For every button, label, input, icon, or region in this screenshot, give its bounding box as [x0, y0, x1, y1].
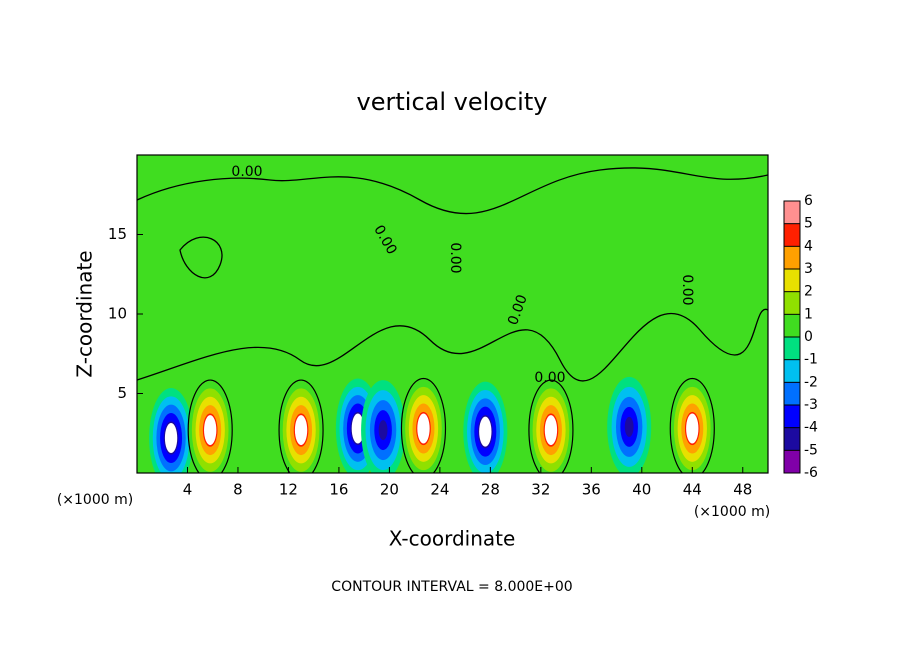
colorbar-swatch	[784, 337, 800, 360]
x-tick-label: 4	[183, 481, 193, 499]
cell-layer	[624, 416, 634, 437]
x-tick-label: 32	[531, 481, 550, 499]
colorbar-label: -2	[804, 374, 818, 390]
colorbar-swatch	[784, 382, 800, 405]
colorbar-label: -4	[804, 420, 818, 436]
plot-area	[137, 155, 768, 473]
colorbar-label: 6	[804, 193, 813, 209]
cell-core	[164, 423, 178, 454]
cell-core	[417, 413, 430, 444]
colorbar-swatch	[784, 201, 800, 224]
cell-core	[351, 413, 365, 444]
contour-label: 0.00	[679, 274, 695, 305]
colorbar-label: -3	[804, 397, 818, 413]
colorbar-label: 0	[804, 329, 813, 345]
cell-core	[479, 416, 492, 447]
colorbar-swatch	[784, 405, 800, 428]
colorbar-label: 3	[804, 261, 813, 277]
colorbar-label: -6	[804, 465, 818, 481]
colorbar-swatch	[784, 427, 800, 451]
cell	[278, 379, 324, 473]
x-tick-label: 44	[683, 481, 702, 499]
colorbar-label: -5	[804, 442, 818, 458]
y-tick-label: 5	[117, 384, 127, 402]
cell	[149, 388, 194, 473]
colorbar-label: -1	[804, 352, 818, 368]
x-tick-label: 24	[430, 481, 449, 499]
y-tick-label: 10	[108, 305, 127, 323]
cell-layer	[378, 420, 388, 441]
cell-core	[204, 415, 217, 446]
colorbar-swatch	[784, 291, 800, 315]
y-tick-label: 15	[108, 225, 127, 243]
cell-core	[686, 413, 699, 444]
chart-title: vertical velocity	[357, 88, 548, 116]
x-tick-label: 28	[481, 481, 500, 499]
background-field	[137, 155, 768, 473]
contour-label: 0.00	[534, 370, 565, 386]
cell-core	[294, 415, 308, 446]
colorbar-swatch	[784, 223, 800, 247]
cell	[669, 377, 715, 473]
cell	[528, 379, 574, 473]
colorbar-label: 5	[804, 216, 813, 232]
cell	[361, 380, 406, 473]
x-tick-label: 48	[733, 481, 752, 499]
cell	[607, 376, 652, 473]
x-tick-label: 12	[279, 481, 298, 499]
colorbar-swatch	[784, 246, 800, 269]
x-tick-label: 8	[233, 481, 243, 499]
cell	[187, 379, 233, 473]
colorbar-label: 2	[804, 284, 813, 300]
colorbar-swatch	[784, 450, 800, 473]
x-axis-label: X-coordinate	[389, 527, 516, 551]
x-tick-label: 20	[380, 481, 399, 499]
contour-line	[179, 236, 223, 279]
cell-core	[544, 415, 558, 446]
x-tick-label: 40	[632, 481, 651, 499]
cell	[463, 381, 508, 473]
colorbar-swatch	[784, 359, 800, 383]
x-unit: (×1000 m)	[694, 504, 770, 520]
x-tick-label: 36	[582, 481, 601, 499]
colorbar-label: 4	[804, 238, 813, 254]
contour-line	[137, 167, 768, 215]
cell	[400, 377, 447, 473]
contour-line	[137, 308, 768, 382]
x-tick-label: 16	[329, 481, 348, 499]
footer: CONTOUR INTERVAL = 8.000E+00	[331, 579, 572, 595]
overlay: 4 8 12 16 20 24 28 32 36 40 44 48510150.000.000.000…	[108, 154, 818, 499]
colorbar-swatch	[784, 314, 800, 337]
y-axis-label: Z-coordinate	[73, 250, 97, 377]
colorbar-swatch	[784, 269, 800, 292]
contour-label: 0.00	[447, 242, 463, 273]
colorbar-label: 1	[804, 306, 813, 322]
contour-label: 0.00	[231, 164, 262, 180]
y-unit: (×1000 m)	[57, 492, 133, 508]
